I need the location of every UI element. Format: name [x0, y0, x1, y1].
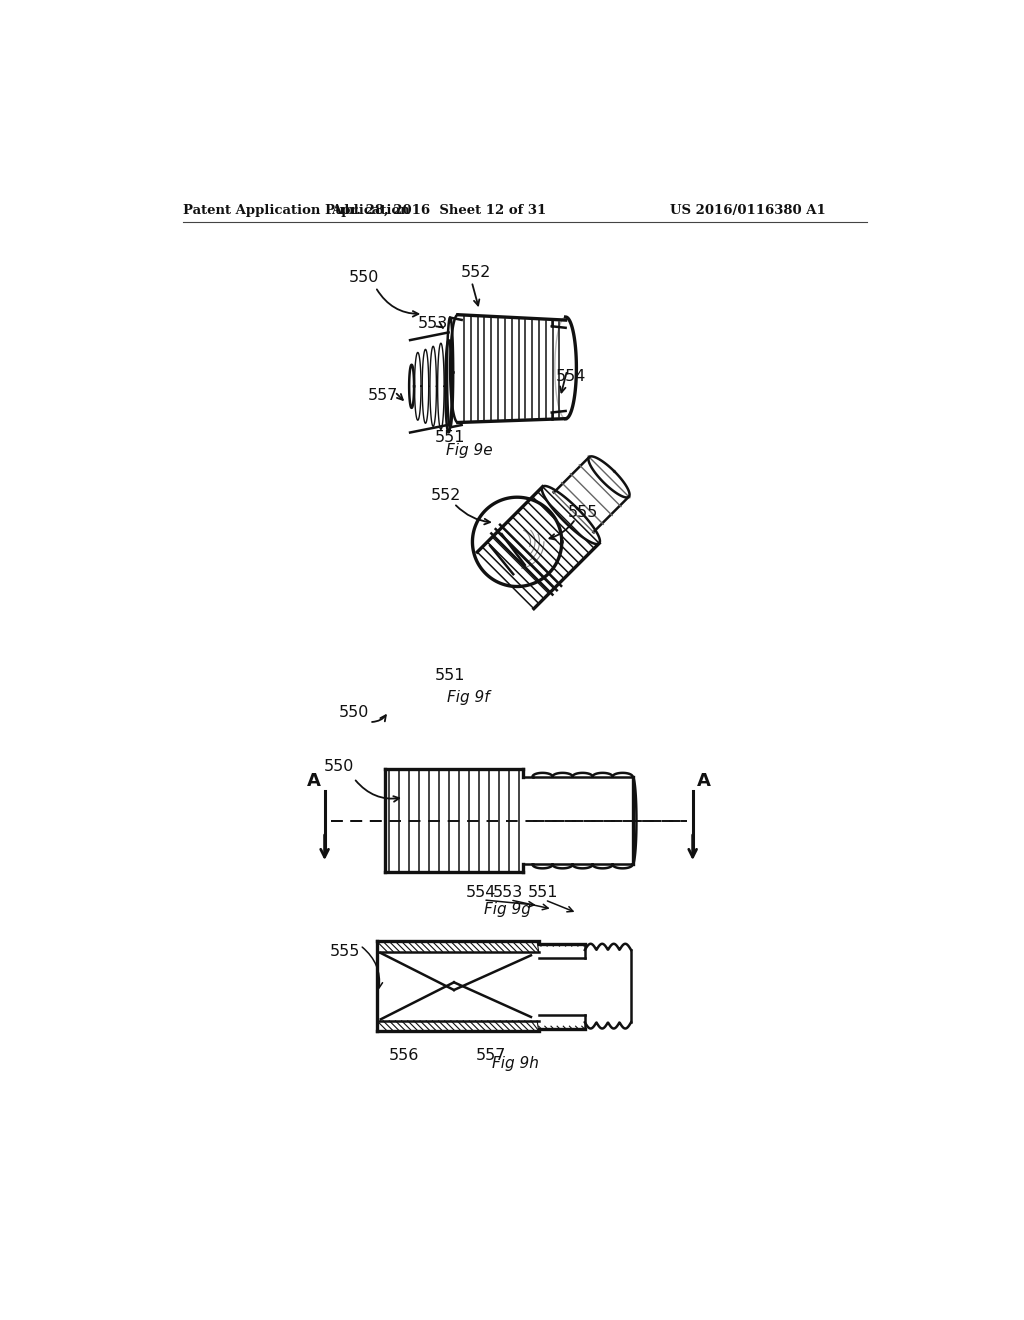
Text: 551: 551 — [435, 430, 465, 445]
Text: 552: 552 — [461, 265, 490, 280]
Text: 555: 555 — [568, 506, 598, 520]
Text: Patent Application Publication: Patent Application Publication — [183, 205, 410, 218]
Text: Apr. 28, 2016  Sheet 12 of 31: Apr. 28, 2016 Sheet 12 of 31 — [331, 205, 546, 218]
Text: 550: 550 — [339, 705, 369, 721]
Text: 554: 554 — [466, 884, 496, 900]
Text: Fig 9h: Fig 9h — [493, 1056, 539, 1071]
Text: Fig 9e: Fig 9e — [446, 444, 493, 458]
Text: Fig 9f: Fig 9f — [446, 690, 489, 705]
Text: 551: 551 — [527, 884, 558, 900]
Text: A: A — [307, 772, 321, 789]
Text: 553: 553 — [493, 884, 523, 900]
Text: 552: 552 — [431, 488, 462, 503]
Text: 556: 556 — [389, 1048, 419, 1063]
Text: 554: 554 — [556, 368, 586, 384]
Text: 557: 557 — [476, 1048, 506, 1063]
Text: Fig 9g: Fig 9g — [484, 902, 531, 916]
Text: 553: 553 — [418, 317, 449, 331]
Text: 551: 551 — [435, 668, 465, 684]
Text: A: A — [696, 772, 711, 789]
Text: 557: 557 — [368, 388, 398, 403]
Text: 550: 550 — [349, 271, 379, 285]
Text: US 2016/0116380 A1: US 2016/0116380 A1 — [670, 205, 825, 218]
Text: 555: 555 — [330, 944, 359, 960]
Text: 550: 550 — [324, 759, 353, 775]
